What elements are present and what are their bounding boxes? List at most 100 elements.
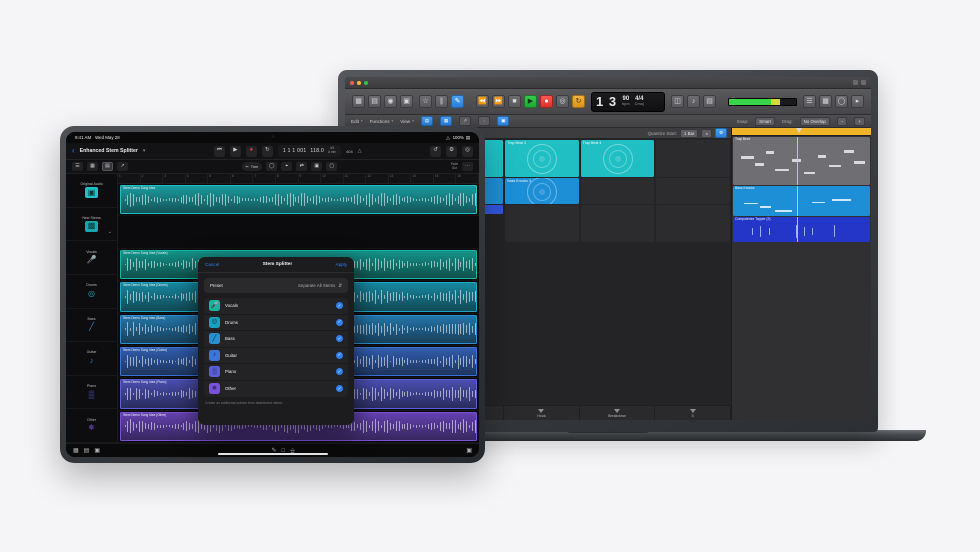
half-circle-icon[interactable]: ◖ [701,128,713,138]
stem-checkbox[interactable]: ✓ [336,335,343,343]
stop-icon[interactable]: ■ [508,95,521,108]
scene-trigger[interactable]: 5 [655,406,731,420]
library-icon[interactable]: ▦ [352,95,365,108]
cell-icon[interactable]: ▣ [497,116,510,126]
track-header-bass[interactable]: Bass ╱ [66,309,117,343]
chevron-down-icon[interactable]: ⌄ [107,229,112,236]
project-title[interactable]: Enhanced Stem Splitter [79,148,138,154]
track-header-vocals[interactable]: Vocals 🎤 [66,241,117,275]
title-chevron-icon[interactable]: ▾ [142,148,146,154]
undo-icon[interactable]: ↺ [430,145,442,157]
automation-icon[interactable]: ↗ [459,116,471,126]
audio-region[interactable]: Stem Demo Song Idea [120,185,477,215]
paste-icon[interactable]: ▢ [326,162,338,171]
live-loops-cell[interactable]: Trap Beat 3 [505,140,579,177]
track-lane[interactable] [118,216,479,249]
live-loops-view-toggle[interactable]: ▦ [439,116,453,126]
library-icon[interactable]: ▦ [87,162,98,171]
list-icon[interactable]: ☰ [803,95,816,108]
track-header-other[interactable]: Other ✵ [66,409,117,443]
stem-row-guitar[interactable]: ♪ Guitar ✓ [204,348,348,364]
tool-selector[interactable]: ✂ Trim [241,162,263,171]
mixer-icon[interactable]: ∥ [435,95,448,108]
cancel-button[interactable]: Cancel [205,262,220,267]
stem-checkbox[interactable]: ✓ [336,351,343,359]
save-icon[interactable]: ▣ [466,447,473,454]
minimize-icon[interactable] [357,80,361,85]
stem-row-piano[interactable]: ▒ Piano ✓ [204,364,348,381]
automation-icon[interactable]: ↗ [117,162,128,171]
zoom-in-icon[interactable]: + [854,116,865,126]
browser-icon[interactable]: ▦ [819,95,832,108]
inspector-icon[interactable]: ▤ [368,95,381,108]
stem-row-drums[interactable]: ◎ Drums ✓ [204,315,348,331]
tracks-view-toggle[interactable]: ▤ [420,116,433,126]
more-icon[interactable]: ⋯ [462,162,473,171]
ipad-timeline-ruler[interactable]: 1 2 3 4 5 6 7 8 9 10 11 12 13 14 15 16 [118,174,479,184]
region-icon[interactable]: ▤ [102,162,113,171]
loop-browser-icon[interactable]: ▤ [703,95,716,108]
go-to-start-icon[interactable]: ⏮ [213,145,225,157]
stem-checkbox[interactable]: ✓ [336,368,343,376]
titlebar-control-icon[interactable] [853,80,858,85]
scene-trigger[interactable]: Hook [504,406,580,420]
settings-icon[interactable]: ⚙ [446,145,458,157]
split-icon[interactable]: ⌖ [281,162,293,171]
zoom-icon[interactable] [364,80,368,85]
quantize-value[interactable]: 1 Bar [679,128,699,138]
titlebar-control-icon[interactable] [861,80,866,85]
stem-checkbox[interactable]: ✓ [336,385,343,393]
list-editors-icon[interactable]: ◫ [671,95,684,108]
stem-checkbox[interactable]: ✓ [336,302,343,310]
keyboard-icon[interactable]: ⎒ [290,447,295,454]
fade-out-label[interactable]: Fade Out [450,161,458,170]
zoom-out-icon[interactable]: − [836,116,848,126]
eraser-icon[interactable]: □ [281,447,286,454]
loops-settings-icon[interactable]: ⚙ [715,128,727,138]
live-loops-cell[interactable]: Trap Beat 4 [580,140,655,177]
mixer-icon[interactable]: ▦ [73,447,79,454]
chevron-left-icon[interactable]: ‹ [72,146,75,155]
rewind-icon[interactable]: ⏪ [476,95,489,108]
editors-icon[interactable]: ✎ [451,95,464,108]
pencil-icon[interactable]: ✎ [271,447,277,454]
snap-value[interactable]: Smart [755,116,775,126]
menu-item-edit[interactable]: Edit [351,119,363,124]
metronome-icon[interactable]: △ [357,148,362,154]
live-loops-empty-cell[interactable] [580,178,655,204]
quick-help-icon[interactable]: ◉ [384,95,397,108]
flex-icon[interactable]: ⋮ [477,116,491,126]
list-icon[interactable]: ☰ [72,162,83,171]
transport-lcd-display[interactable]: 1 3 90 bpm 4/4 Cmaj [591,91,665,112]
copy-icon[interactable]: ▣ [311,162,323,171]
apply-button[interactable]: Apply [335,262,348,267]
menu-item-view[interactable]: View [400,119,414,124]
cycle-icon[interactable]: ↻ [261,145,273,157]
notes-icon[interactable]: ▣ [94,447,101,454]
drag-value[interactable]: No Overlap [799,116,830,126]
track-header-guitar[interactable]: Guitar ♪ [66,342,117,376]
smart-controls-icon[interactable]: ☆ [419,95,432,108]
play-icon[interactable]: ▶ [524,95,537,108]
menu-item-functions[interactable]: Functions [370,119,394,124]
region-computerize-topper[interactable]: Computerize Topper (2) [733,217,870,242]
loop-icon[interactable]: ◯ [266,162,278,171]
files-icon[interactable]: ▸ [851,95,864,108]
join-icon[interactable]: ⇄ [296,162,308,171]
ipad-transport-lcd[interactable]: 1 1 1 001 118.0 4/4 A min [277,145,342,157]
track-header-drums[interactable]: Drums ◎ [66,275,117,309]
track-lane[interactable]: Stem Demo Song Idea [118,184,479,217]
stem-checkbox[interactable]: ✓ [336,318,343,326]
capture-icon[interactable]: ◎ [556,95,569,108]
play-icon[interactable]: ▶ [229,145,241,157]
region-trap-beat[interactable]: Trap Beat [733,137,870,185]
timeline-ruler[interactable] [732,128,871,136]
live-loops-empty-cell[interactable] [656,178,730,204]
playhead-icon[interactable] [795,128,802,133]
region-bass-knocks[interactable]: Bass Knocks [733,186,870,216]
toolbar-icon[interactable]: ▣ [400,95,413,108]
stem-row-vocals[interactable]: 🎤 Vocals ✓ [204,298,348,315]
plugins-icon[interactable]: ▤ [83,447,90,454]
live-loops-cell[interactable]: Bass Knocks 3 [505,178,579,204]
cycle-icon[interactable]: ↻ [572,95,585,108]
